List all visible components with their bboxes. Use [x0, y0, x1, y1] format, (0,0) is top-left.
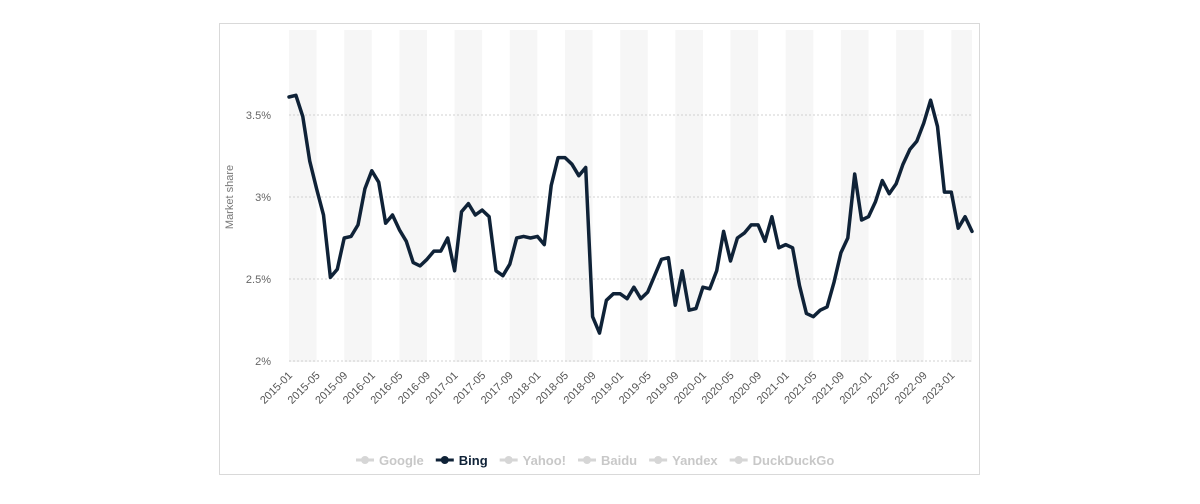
x-axis-ticks: 2015-012015-052015-092016-012016-052016-… [258, 370, 957, 407]
y-axis-title: Market share [224, 165, 236, 229]
y-tick-label: 3.5% [246, 110, 271, 122]
y-tick-label: 3% [255, 192, 271, 204]
series-layer [287, 93, 974, 335]
legend-marker-dot [654, 456, 663, 464]
legend-label: Bing [459, 453, 488, 468]
legend-label: Yandex [672, 453, 718, 468]
legend-item-yandex[interactable]: Yandex [649, 453, 718, 468]
legend-label: Google [379, 453, 424, 468]
plot-background-bands [289, 30, 972, 362]
legend-item-google[interactable]: Google [356, 453, 424, 468]
legend-marker-dot [734, 456, 743, 464]
plot-band [730, 30, 759, 362]
y-tick-label: 2% [255, 356, 271, 368]
legend-label: Baidu [601, 453, 637, 468]
plot-band [620, 30, 648, 362]
legend-item-bing[interactable]: Bing [435, 453, 488, 468]
plot-band [785, 30, 814, 362]
plot-band [951, 30, 972, 362]
plot-band [344, 30, 372, 362]
legend-marker-dot [504, 456, 513, 464]
y-tick-label: 2.5% [246, 274, 271, 286]
y-axis-ticks: 2% 2.5% 3% 3.5% [246, 110, 271, 368]
legend-marker-dot [440, 456, 449, 464]
plot-band [509, 30, 538, 362]
legend-item-duckduckgo[interactable]: DuckDuckGo [729, 453, 835, 468]
legend: Google Bing Yahoo! Baidu Yandex DuckDuckGo [356, 453, 834, 468]
plot-band [454, 30, 483, 362]
series-line-bing [287, 93, 974, 335]
legend-label: Yahoo! [523, 453, 566, 468]
plot-band [896, 30, 924, 362]
legend-marker-dot [361, 456, 369, 464]
legend-item-baidu[interactable]: Baidu [578, 453, 637, 468]
legend-item-yahoo[interactable]: Yahoo! [499, 453, 566, 468]
plot-band [675, 30, 703, 362]
plot-band [840, 30, 869, 362]
plot-band [289, 30, 317, 362]
plot-band [399, 30, 427, 362]
legend-marker-dot [583, 456, 592, 464]
legend-label: DuckDuckGo [753, 453, 835, 468]
